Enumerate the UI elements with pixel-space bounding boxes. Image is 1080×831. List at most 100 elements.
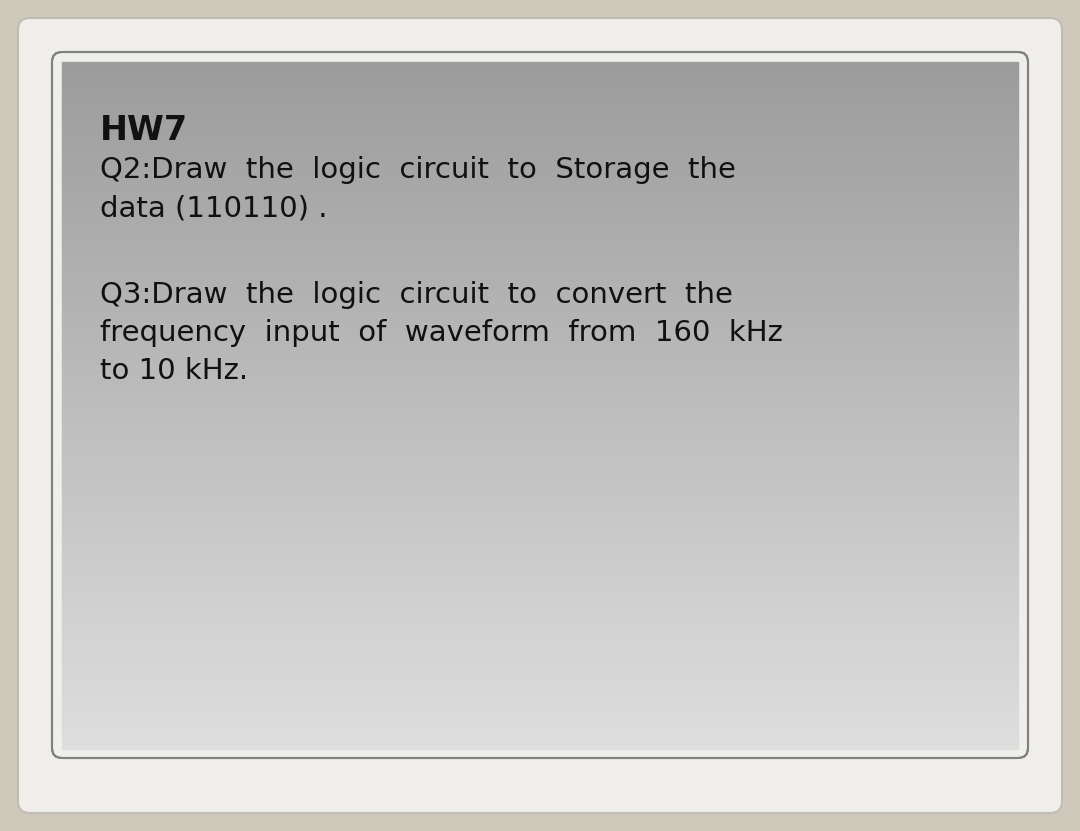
Bar <box>62 425 1018 430</box>
Bar <box>62 467 1018 470</box>
Bar <box>62 326 1018 330</box>
Bar <box>62 470 1018 475</box>
Bar <box>62 371 1018 375</box>
Text: to 10 kHz.: to 10 kHz. <box>100 357 248 386</box>
Bar <box>62 593 1018 597</box>
Bar <box>62 322 1018 327</box>
Bar <box>62 86 1018 90</box>
Bar <box>62 456 1018 460</box>
Bar <box>62 148 1018 152</box>
Bar <box>62 192 1018 196</box>
Bar <box>62 175 1018 179</box>
Bar <box>62 254 1018 258</box>
Bar <box>62 453 1018 457</box>
Bar <box>62 278 1018 282</box>
Bar <box>62 607 1018 612</box>
Bar <box>62 69 1018 73</box>
Bar <box>62 288 1018 293</box>
Bar <box>62 199 1018 203</box>
Bar <box>62 625 1018 628</box>
Bar <box>62 703 1018 707</box>
Bar <box>62 76 1018 80</box>
Bar <box>62 666 1018 670</box>
Bar <box>62 240 1018 244</box>
Text: Q2:Draw  the  logic  circuit  to  Storage  the: Q2:Draw the logic circuit to Storage the <box>100 156 735 184</box>
Bar <box>62 494 1018 498</box>
Bar <box>62 662 1018 666</box>
Bar <box>62 179 1018 183</box>
Bar <box>62 566 1018 570</box>
Bar <box>62 635 1018 639</box>
Bar <box>62 443 1018 446</box>
Bar <box>62 577 1018 580</box>
Bar <box>62 498 1018 502</box>
Bar <box>62 738 1018 741</box>
Bar <box>62 401 1018 406</box>
Bar <box>62 501 1018 505</box>
Bar <box>62 151 1018 155</box>
Bar <box>62 124 1018 128</box>
Bar <box>62 686 1018 691</box>
Bar <box>62 292 1018 296</box>
Bar <box>62 680 1018 683</box>
Bar <box>62 161 1018 165</box>
Bar <box>62 450 1018 454</box>
Bar <box>62 573 1018 577</box>
Bar <box>62 693 1018 697</box>
Bar <box>62 93 1018 96</box>
Bar <box>62 169 1018 172</box>
Bar <box>62 330 1018 333</box>
Bar <box>62 522 1018 525</box>
Bar <box>62 549 1018 553</box>
Bar <box>62 487 1018 491</box>
Bar <box>62 601 1018 604</box>
Bar <box>62 638 1018 642</box>
Bar <box>62 683 1018 686</box>
Bar <box>62 405 1018 409</box>
Bar <box>62 227 1018 230</box>
Bar <box>62 285 1018 289</box>
Bar <box>62 216 1018 220</box>
Bar <box>62 717 1018 721</box>
Bar <box>62 117 1018 120</box>
Bar <box>62 268 1018 272</box>
Bar <box>62 312 1018 317</box>
Bar <box>62 569 1018 573</box>
Bar <box>62 553 1018 557</box>
Bar <box>62 155 1018 159</box>
Bar <box>62 234 1018 238</box>
Bar <box>62 282 1018 286</box>
Bar <box>62 145 1018 148</box>
Bar <box>62 416 1018 419</box>
Bar <box>62 374 1018 378</box>
Bar <box>62 648 1018 652</box>
Bar <box>62 271 1018 275</box>
Bar <box>62 538 1018 543</box>
Bar <box>62 590 1018 594</box>
Bar <box>62 295 1018 299</box>
Bar <box>62 357 1018 361</box>
Bar <box>62 514 1018 519</box>
Bar <box>62 275 1018 278</box>
Bar <box>62 419 1018 423</box>
Bar <box>62 230 1018 234</box>
Bar <box>62 247 1018 251</box>
Bar <box>62 559 1018 563</box>
Bar <box>62 120 1018 125</box>
Bar <box>62 474 1018 478</box>
Bar <box>62 206 1018 210</box>
Bar <box>62 127 1018 131</box>
Bar <box>62 741 1018 745</box>
Bar <box>62 343 1018 347</box>
Bar <box>62 165 1018 169</box>
Bar <box>62 82 1018 86</box>
Bar <box>62 395 1018 399</box>
Bar <box>62 219 1018 224</box>
Bar <box>62 464 1018 467</box>
Bar <box>62 66 1018 69</box>
Bar <box>62 477 1018 481</box>
Bar <box>62 350 1018 354</box>
Bar <box>62 700 1018 704</box>
Bar <box>62 364 1018 368</box>
Bar <box>62 141 1018 145</box>
